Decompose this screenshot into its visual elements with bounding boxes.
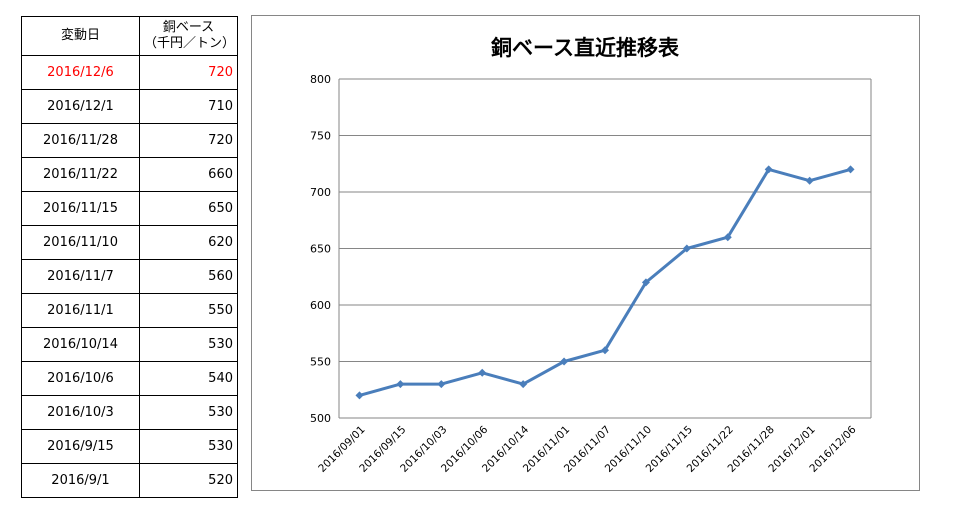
- data-point: [437, 380, 446, 389]
- row-price: 720: [139, 55, 238, 90]
- row-date: 2016/11/15: [21, 191, 140, 226]
- table-row: 2016/11/15 650: [21, 191, 238, 226]
- row-date: 2016/9/15: [21, 429, 140, 464]
- y-tick-label: 600: [310, 299, 331, 312]
- table-row: 2016/10/14 530: [21, 327, 238, 362]
- y-tick-label: 750: [310, 130, 331, 143]
- row-date: 2016/10/6: [21, 361, 140, 396]
- row-price: 560: [139, 259, 238, 294]
- y-tick-label: 650: [310, 243, 331, 256]
- data-point: [764, 165, 773, 174]
- header-price: 銅ベース （千円／トン）: [139, 16, 238, 56]
- table-row: 2016/12/6 720: [21, 55, 238, 90]
- price-table: 変動日 銅ベース （千円／トン） 2016/12/6 720 2016/12/1 71…: [21, 16, 238, 498]
- table-row: 2016/11/7 560: [21, 259, 238, 294]
- data-point: [805, 176, 814, 185]
- row-date: 2016/11/10: [21, 225, 140, 260]
- y-axis-ticks: 500 550 600 650 700 750 800: [310, 73, 331, 425]
- y-tick-label: 550: [310, 356, 331, 369]
- row-date: 2016/9/1: [21, 463, 140, 498]
- row-date: 2016/12/6: [21, 55, 140, 90]
- table-row: 2016/11/28 720: [21, 123, 238, 158]
- table-row: 2016/11/22 660: [21, 157, 238, 192]
- table-row: 2016/9/15 530: [21, 429, 238, 464]
- row-price: 660: [139, 157, 238, 192]
- row-price: 530: [139, 327, 238, 362]
- header-date: 変動日: [21, 16, 140, 56]
- data-point: [682, 244, 691, 253]
- table-row: 2016/11/10 620: [21, 225, 238, 260]
- x-axis-ticks: 2016/09/012016/09/152016/10/032016/10/06…: [316, 423, 859, 475]
- row-price: 710: [139, 89, 238, 124]
- table-row: 2016/10/6 540: [21, 361, 238, 396]
- table-row: 2016/12/1 710: [21, 89, 238, 124]
- row-price: 550: [139, 293, 238, 328]
- y-tick-label: 500: [310, 412, 331, 425]
- row-price: 530: [139, 429, 238, 464]
- table-body: 2016/12/6 720 2016/12/1 710 2016/11/28 720 201…: [21, 55, 238, 498]
- row-date: 2016/11/22: [21, 157, 140, 192]
- chart-area: 銅ベース直近推移表 500 550 600 650 700 750 800 2016/09/…: [251, 15, 920, 491]
- data-point: [478, 368, 487, 377]
- row-date: 2016/10/14: [21, 327, 140, 362]
- data-point: [396, 380, 405, 389]
- data-point: [519, 380, 528, 389]
- row-price: 520: [139, 463, 238, 498]
- row-price: 720: [139, 123, 238, 158]
- data-point: [846, 165, 855, 174]
- row-date: 2016/11/7: [21, 259, 140, 294]
- row-price: 540: [139, 361, 238, 396]
- table-row: 2016/10/3 530: [21, 395, 238, 430]
- data-point: [723, 233, 732, 242]
- data-point: [355, 391, 364, 400]
- y-tick-label: 700: [310, 186, 331, 199]
- chart-title: 銅ベース直近推移表: [491, 36, 680, 60]
- y-tick-label: 800: [310, 73, 331, 86]
- data-point: [560, 357, 569, 366]
- data-point: [601, 346, 609, 355]
- row-price: 620: [139, 225, 238, 260]
- table-row: 2016/11/1 550: [21, 293, 238, 328]
- row-date: 2016/11/28: [21, 123, 140, 158]
- header-price-line2: （千円／トン）: [144, 36, 236, 51]
- table-header-row: 変動日 銅ベース （千円／トン）: [21, 16, 238, 56]
- series-layer: [355, 165, 855, 400]
- gridlines: [338, 78, 872, 419]
- header-price-line1: 銅ベース: [162, 20, 215, 35]
- row-date: 2016/12/1: [21, 89, 140, 124]
- row-price: 650: [139, 191, 238, 226]
- table-row: 2016/9/1 520: [21, 463, 238, 498]
- row-price: 530: [139, 395, 238, 430]
- row-date: 2016/11/1: [21, 293, 140, 328]
- row-date: 2016/10/3: [21, 395, 140, 430]
- line-chart: 銅ベース直近推移表 500 550 600 650 700 750 800 2016/09/…: [310, 36, 872, 475]
- data-point: [641, 278, 650, 287]
